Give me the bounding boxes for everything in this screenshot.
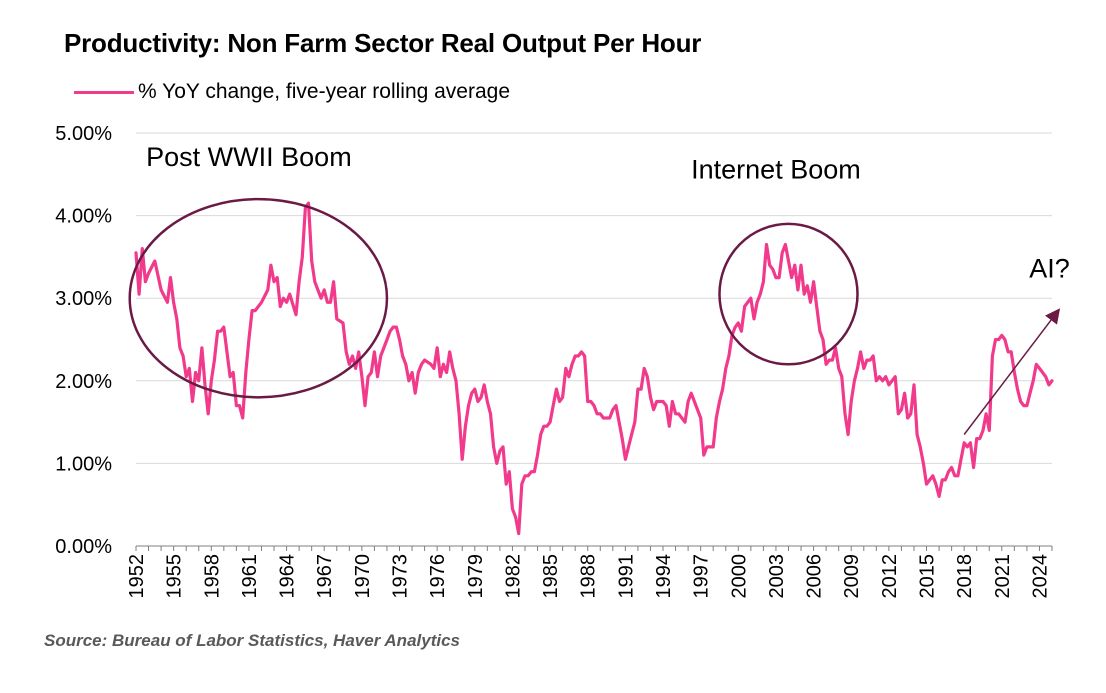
annotation-label: Internet Boom bbox=[691, 154, 861, 184]
annotation-ellipse bbox=[718, 222, 859, 366]
x-tick-label: 1955 bbox=[164, 554, 186, 599]
x-tick-label: 1982 bbox=[502, 554, 524, 599]
x-tick-label: 1991 bbox=[615, 554, 637, 599]
x-tick-label: 1976 bbox=[427, 554, 449, 599]
chart-title: Productivity: Non Farm Sector Real Outpu… bbox=[64, 28, 702, 58]
x-tick-label: 2021 bbox=[992, 554, 1014, 599]
x-tick-label: 1997 bbox=[691, 554, 713, 599]
x-tick-label: 2000 bbox=[728, 554, 750, 599]
series-line bbox=[134, 201, 1054, 536]
x-tick-label: 1952 bbox=[126, 554, 148, 599]
y-tick-label: 5.00% bbox=[55, 123, 112, 145]
x-tick-label: 1985 bbox=[540, 554, 562, 599]
y-tick-label: 3.00% bbox=[55, 288, 112, 310]
x-tick-label: 2006 bbox=[804, 554, 826, 599]
x-tick-label: 2003 bbox=[766, 554, 788, 599]
x-tick-label: 1994 bbox=[653, 554, 675, 599]
annotation-arrow bbox=[963, 308, 1061, 435]
x-tick-label: 1958 bbox=[201, 554, 223, 599]
annotation-label: Post WWII Boom bbox=[146, 142, 352, 172]
legend: % YoY change, five-year rolling average bbox=[74, 78, 510, 106]
x-tick-label: 2024 bbox=[1029, 554, 1051, 599]
y-tick-label: 4.00% bbox=[55, 206, 112, 228]
x-tick-label: 1970 bbox=[352, 554, 374, 599]
x-tick-label: 1973 bbox=[390, 554, 412, 599]
x-tick-label: 1964 bbox=[277, 554, 299, 599]
annotation-label: AI? bbox=[1029, 254, 1070, 284]
y-tick-label: 2.00% bbox=[55, 371, 112, 393]
x-tick-label: 1967 bbox=[314, 554, 336, 599]
x-tick-label: 2009 bbox=[841, 554, 863, 599]
x-tick-label: 1988 bbox=[578, 554, 600, 599]
x-tick-label: 1979 bbox=[465, 554, 487, 599]
y-tick-label: 1.00% bbox=[55, 453, 112, 475]
x-tick-label: 2012 bbox=[879, 554, 901, 599]
x-tick-label: 1961 bbox=[239, 554, 261, 599]
source-note: Source: Bureau of Labor Statistics, Have… bbox=[44, 631, 460, 650]
x-tick-label: 2015 bbox=[917, 554, 939, 599]
y-tick-label: 0.00% bbox=[55, 536, 112, 558]
x-tick-label: 2018 bbox=[954, 554, 976, 599]
legend-swatch bbox=[74, 90, 134, 94]
annotation-ellipse bbox=[128, 197, 389, 399]
legend-label: % YoY change, five-year rolling average bbox=[138, 80, 511, 103]
